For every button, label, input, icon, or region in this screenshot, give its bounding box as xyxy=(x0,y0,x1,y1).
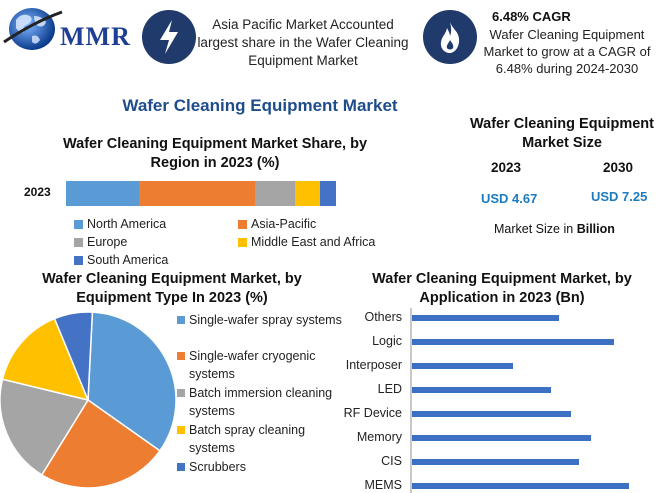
stack-segment-europe xyxy=(254,181,296,206)
region-category-label: 2023 xyxy=(24,185,51,199)
lightning-icon xyxy=(142,10,196,64)
market-size-note-prefix: Market Size in xyxy=(494,222,574,236)
application-bar-memory xyxy=(412,435,592,441)
legend-swatch xyxy=(238,219,247,229)
legend-swatch xyxy=(177,463,185,471)
market-size-title: Wafer Cleaning Equipment Market Size xyxy=(470,116,654,151)
application-bar-led xyxy=(412,387,551,393)
legend-swatch xyxy=(177,426,185,434)
legend-swatch xyxy=(238,237,247,247)
legend-swatch xyxy=(74,237,83,247)
application-label: CIS xyxy=(381,454,402,468)
legend-swatch xyxy=(74,255,83,265)
size-value-2023: USD 4.67 xyxy=(481,191,538,206)
application-label: LED xyxy=(377,382,402,396)
stack-segment-asia-pacific xyxy=(138,181,255,206)
size-year-2030: 2030 xyxy=(603,160,634,175)
market-size-note-unit: Billion xyxy=(576,222,615,236)
legend-label: Batch immersion cleaning systems xyxy=(189,386,333,418)
region-share-title: Wafer Cleaning Equipment Market Share, b… xyxy=(62,136,368,171)
legend-swatch xyxy=(177,352,185,360)
pie-slice-batch-spray-cleaning-systems xyxy=(1,317,90,402)
pie-slice-batch-immersion-cleaning-systems xyxy=(0,378,90,476)
application-bar-others xyxy=(412,315,559,321)
pie-slice-single-wafer-cryogenic-systems xyxy=(40,398,161,489)
application-bar-cis xyxy=(412,459,579,465)
pie-legend-item: Single-wafer cryogenic systems xyxy=(177,347,337,383)
legend-europe: Europe xyxy=(74,235,127,249)
application-title: Wafer Cleaning Equipment Market, by Appl… xyxy=(372,271,632,306)
application-bar-logic xyxy=(412,339,615,345)
legend-label: Scrubbers xyxy=(189,460,246,474)
pie-legend-item: Batch spray cleaning systems xyxy=(177,421,327,457)
legend-label: Europe xyxy=(87,235,128,249)
main-title: Wafer Cleaning Equipment Market xyxy=(122,96,398,115)
legend-south-america: South America xyxy=(74,253,168,267)
cagr-title: 6.48% CAGR xyxy=(492,9,571,24)
asia-pacific-info: Asia Pacific Market Accounted largest sh… xyxy=(197,17,409,68)
market-size-note: Market Size in Billion xyxy=(494,222,615,236)
application-label: Memory xyxy=(356,430,402,444)
pie-legend-item: Batch immersion cleaning systems xyxy=(177,384,357,420)
legend-middle-east-africa: Middle East and Africa xyxy=(238,235,375,249)
cagr-text: Wafer Cleaning Equipment Market to grow … xyxy=(483,27,651,76)
application-label: Logic xyxy=(372,334,402,348)
legend-label: Single-wafer cryogenic systems xyxy=(189,349,316,381)
stack-segment-middle-east-and-africa xyxy=(295,181,320,206)
logo xyxy=(2,2,132,54)
legend-label: South America xyxy=(87,253,169,267)
application-label: Others xyxy=(364,310,402,324)
application-label: RF Device xyxy=(343,406,402,420)
pie-legend-item: Scrubbers xyxy=(177,458,327,476)
legend-north-america: North America xyxy=(74,217,166,231)
legend-label: North America xyxy=(87,217,167,231)
legend-swatch xyxy=(177,316,185,324)
application-bar-interposer xyxy=(412,363,514,369)
legend-label: Middle East and Africa xyxy=(251,235,376,249)
application-bar-mems xyxy=(412,483,630,489)
legend-asia-pacific: Asia-Pacific xyxy=(238,217,316,231)
stack-segment-north-america xyxy=(66,181,139,206)
application-label: MEMS xyxy=(364,478,403,492)
legend-label: Batch spray cleaning systems xyxy=(189,423,306,455)
flame-icon xyxy=(423,10,477,64)
legend-swatch xyxy=(74,219,83,229)
equipment-type-pie xyxy=(0,312,177,489)
application-bar-rf-device xyxy=(412,411,572,417)
legend-label: Asia-Pacific xyxy=(251,217,317,231)
size-year-2023: 2023 xyxy=(491,160,522,175)
application-label: Interposer xyxy=(345,358,402,372)
legend-swatch xyxy=(177,389,185,397)
globe-icon xyxy=(3,8,63,50)
logo-text: MMR xyxy=(60,22,131,51)
pie-slice-scrubbers xyxy=(53,312,94,401)
pie-legend-item: Single-wafer spray systems xyxy=(177,311,357,329)
size-value-2030: USD 7.25 xyxy=(591,189,648,204)
stack-segment-south-america xyxy=(319,181,336,206)
region-stacked-bar xyxy=(66,181,336,206)
legend-label: Single-wafer spray systems xyxy=(189,313,342,327)
equipment-type-title: Wafer Cleaning Equipment Market, by Equi… xyxy=(42,271,302,306)
pie-slice-single-wafer-spray-systems xyxy=(87,312,177,452)
application-axis xyxy=(410,308,412,493)
